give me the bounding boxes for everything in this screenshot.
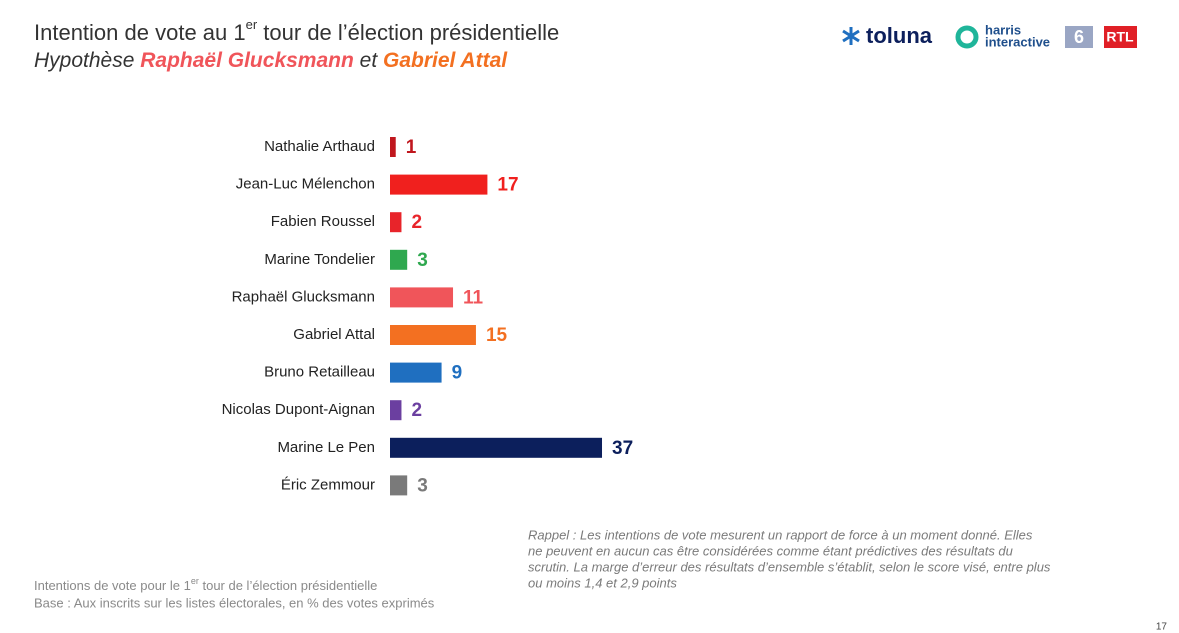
subtitle-name: Gabriel Attal xyxy=(383,49,508,72)
toluna-icon xyxy=(842,27,860,45)
bar-chart: Nathalie Arthaud 1 Jean-Luc Mélenchon 17 Fab… xyxy=(222,137,633,496)
value-label: 37 xyxy=(612,438,633,459)
value-label: 2 xyxy=(411,212,422,233)
toluna-logo: toluna xyxy=(866,23,933,48)
bar xyxy=(390,325,476,345)
footer-line: Base : Aux inscrits sur les listes élect… xyxy=(34,595,435,610)
value-label: 11 xyxy=(463,287,484,308)
note-line: scrutin. La marge d’erreur des résultats… xyxy=(528,559,1051,574)
title-sup: er xyxy=(246,17,258,32)
subtitle: Hypothèse Raphaël Glucksmann et Gabriel … xyxy=(34,49,508,72)
category-label: Nathalie Arthaud xyxy=(264,138,375,155)
value-label: 3 xyxy=(417,250,428,271)
note: Rappel : Les intentions de vote mesurent… xyxy=(528,527,1051,590)
bar xyxy=(390,475,408,496)
value-label: 2 xyxy=(411,400,422,421)
bar xyxy=(390,362,442,383)
subtitle-name: Raphaël Glucksmann xyxy=(140,49,354,72)
category-label: Marine Le Pen xyxy=(277,439,375,456)
value-label: 17 xyxy=(497,175,518,196)
bar xyxy=(390,137,396,157)
category-label: Éric Zemmour xyxy=(281,476,375,493)
rtl-logo: RTL xyxy=(1106,29,1134,45)
page-number: 17 xyxy=(1156,622,1168,633)
m6-logo: 6 xyxy=(1074,27,1084,47)
harris-logo: harris xyxy=(985,22,1021,37)
category-label: Fabien Roussel xyxy=(271,213,375,230)
m6-logo-box xyxy=(1065,26,1093,48)
value-label: 15 xyxy=(486,325,508,346)
footer-text: Intentions de vote pour le 1 xyxy=(34,578,191,593)
title-text: Intention de vote au 1 xyxy=(34,20,246,45)
bar xyxy=(390,437,603,458)
bar xyxy=(390,212,402,233)
bar xyxy=(390,400,402,421)
category-label: Jean-Luc Mélenchon xyxy=(236,176,375,193)
footer-line: Intentions de vote pour le 1er tour de l… xyxy=(34,576,377,593)
note-line: Rappel : Les intentions de vote mesurent… xyxy=(528,527,1033,542)
category-label: Marine Tondelier xyxy=(264,251,375,268)
bar xyxy=(390,174,488,195)
footer-sup: er xyxy=(191,576,199,586)
title: Intention de vote au 1er tour de l’élect… xyxy=(34,17,559,44)
value-label: 1 xyxy=(406,137,417,158)
category-label: Bruno Retailleau xyxy=(264,364,375,381)
logos: toluna harris interactive 6 RTL xyxy=(842,22,1137,49)
rtl-logo-box xyxy=(1104,26,1137,48)
category-label: Raphaël Glucksmann xyxy=(232,288,375,305)
category-label: Gabriel Attal xyxy=(293,326,375,343)
note-line: ne peuvent en aucun cas être considérées… xyxy=(528,543,1013,558)
bar xyxy=(390,249,408,270)
value-label: 9 xyxy=(452,363,463,384)
title-text: tour de l’élection présidentielle xyxy=(257,20,559,45)
subtitle-text: et xyxy=(354,49,383,72)
note-line: ou moins 1,4 et 2,9 points xyxy=(528,575,677,590)
harris-logo: interactive xyxy=(985,34,1050,49)
bar xyxy=(390,287,454,308)
value-label: 3 xyxy=(417,475,428,496)
footer-text: tour de l’élection présidentielle xyxy=(199,578,378,593)
harris-icon xyxy=(955,25,979,49)
subtitle-text: Hypothèse xyxy=(34,49,140,72)
category-label: Nicolas Dupont-Aignan xyxy=(222,401,375,418)
